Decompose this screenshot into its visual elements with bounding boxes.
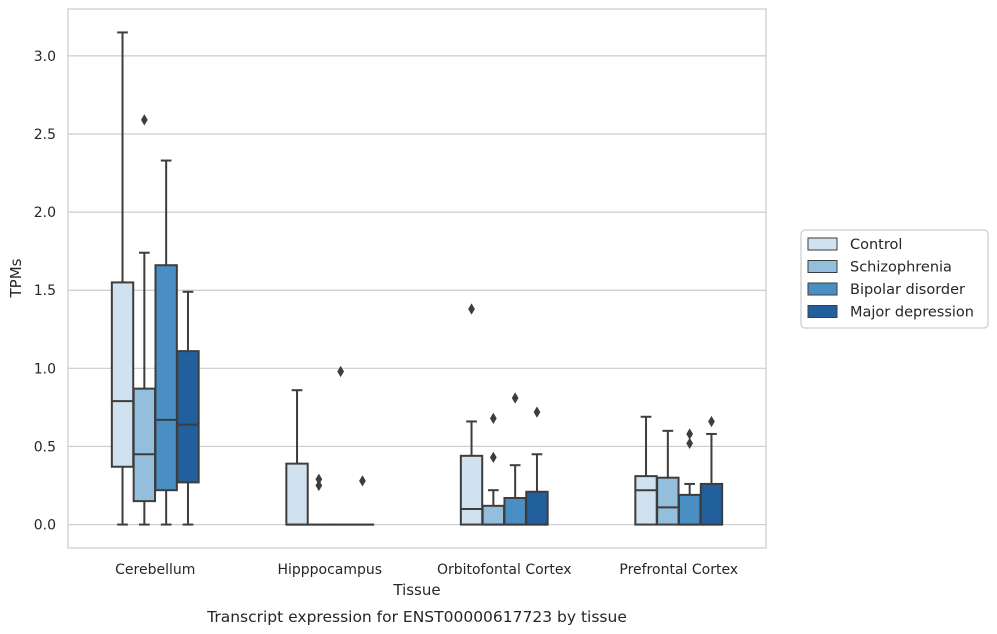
chart-caption: Transcript expression for ENST0000061772…	[206, 608, 627, 626]
box-schizophrenia	[481, 412, 506, 526]
legend-swatch	[807, 237, 838, 251]
legend-swatch	[807, 260, 838, 273]
box-bipolar-disorder	[503, 392, 527, 526]
legend-label: Control	[850, 237, 902, 253]
x-tick-label: Orbitofontal Cortex	[437, 562, 572, 578]
y-tick-label: 2.5	[34, 127, 56, 143]
outlier-point	[708, 415, 715, 428]
y-tick-label: 2.0	[34, 205, 56, 221]
iqr-box	[132, 387, 157, 503]
box-major-depression	[699, 415, 724, 526]
iqr-box	[634, 475, 658, 526]
y-tick-label: 1.5	[34, 283, 56, 299]
legend: Control Schizophrenia Bipolar disorder Majo…	[800, 229, 989, 329]
box-bipolar-disorder	[677, 428, 702, 526]
iqr-box	[154, 264, 178, 492]
iqr-box	[677, 493, 702, 526]
outlier-point	[140, 114, 148, 126]
outlier-point	[533, 406, 541, 418]
legend-swatch	[807, 282, 838, 296]
iqr-box	[503, 497, 527, 526]
legend-label: Bipolar disorder	[850, 282, 965, 298]
box-schizophrenia	[132, 114, 157, 526]
iqr-box	[656, 476, 680, 526]
x-tick-label: Cerebellum	[115, 562, 195, 578]
y-tick-label: 0.5	[34, 439, 56, 455]
box-schizophrenia	[307, 473, 331, 526]
iqr-box	[176, 350, 200, 484]
outlier-point	[359, 475, 366, 487]
y-tick-label: 1.0	[34, 361, 56, 377]
x-tick-labels: Cerebellum Hipppocampus Orbitofontal Corte…	[115, 562, 738, 578]
box-major-depression	[525, 406, 549, 526]
iqr-box	[525, 490, 549, 526]
box-control	[634, 415, 658, 526]
outlier-point	[337, 365, 345, 378]
x-tick-label: Prefrontal Cortex	[619, 562, 738, 578]
iqr-box	[481, 504, 506, 526]
iqr-box	[459, 454, 484, 526]
box-control	[285, 389, 309, 526]
iqr-box	[699, 482, 724, 526]
y-tick-label: 0.0	[34, 518, 56, 534]
box-groups	[110, 31, 724, 526]
box-control	[459, 303, 484, 526]
legend-label: Major depression	[850, 305, 974, 321]
outlier-point	[315, 473, 323, 485]
outlier-point	[489, 451, 497, 464]
box-schizophrenia	[656, 429, 680, 526]
iqr-box	[110, 281, 135, 468]
outlier-point	[686, 428, 694, 440]
legend-label: Schizophrenia	[850, 260, 952, 276]
outlier-point	[489, 412, 497, 424]
x-tick-label: Hipppocampus	[277, 562, 382, 578]
y-tick-labels: 0.0 0.5 1.0 1.5 2.0 2.5 3.0	[34, 49, 56, 534]
legend-frame	[800, 229, 989, 329]
iqr-box	[285, 462, 309, 526]
plot-frame	[67, 8, 767, 549]
box-bipolar-disorder	[154, 159, 178, 526]
y-tick-label: 3.0	[34, 49, 56, 65]
y-axis-label: TPMs	[7, 258, 25, 298]
outlier-point	[511, 392, 519, 404]
box-bipolar-disorder	[328, 365, 353, 526]
box-major-depression	[176, 290, 200, 526]
box-major-depression	[350, 475, 375, 526]
outlier-point	[686, 437, 694, 449]
x-axis-label: Tissue	[392, 581, 440, 599]
box-control	[110, 31, 135, 526]
legend-swatch	[807, 305, 838, 318]
outlier-point	[315, 479, 323, 492]
outlier-point	[468, 303, 475, 315]
